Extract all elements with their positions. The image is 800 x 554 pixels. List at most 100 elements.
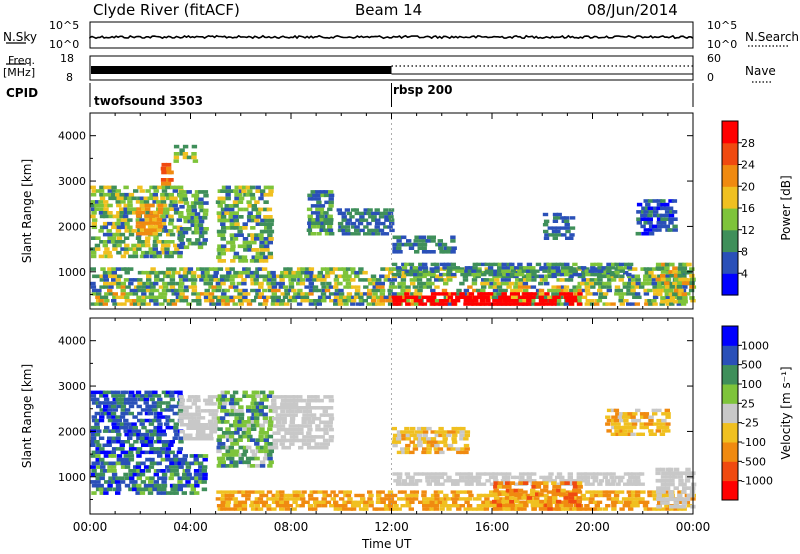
velocity-cell	[185, 469, 191, 473]
power-cell	[460, 269, 466, 273]
power-cell	[267, 251, 273, 256]
power-cell	[354, 270, 360, 275]
velocity-cell	[137, 411, 143, 416]
velocity-cell	[634, 493, 641, 498]
power-cell	[254, 218, 260, 223]
power-cell	[153, 281, 159, 286]
velocity-cell	[430, 437, 437, 441]
power-cell	[492, 292, 498, 296]
velocity-cell	[279, 497, 285, 501]
power-cell	[326, 281, 332, 286]
velocity-cell	[123, 472, 129, 477]
velocity-cell	[260, 390, 266, 395]
power-cell	[551, 288, 558, 293]
power-cell	[450, 235, 456, 240]
power-cell	[392, 246, 398, 250]
velocity-cell	[375, 507, 381, 511]
velocity-cell	[475, 507, 482, 511]
power-cell	[191, 270, 197, 275]
velocity-cell	[170, 469, 176, 473]
velocity-cell	[141, 443, 147, 447]
power-cell	[379, 302, 385, 306]
velocity-cell	[434, 450, 440, 455]
velocity-cell	[217, 405, 223, 409]
velocity-cell	[464, 482, 470, 486]
power-cell	[321, 278, 327, 282]
power-cell	[487, 292, 494, 296]
velocity-cell	[547, 507, 553, 511]
power-cell	[293, 292, 299, 296]
velocity-cell	[412, 497, 419, 501]
power-cell	[268, 222, 274, 226]
velocity-cell	[635, 479, 641, 483]
power-cell	[178, 278, 185, 282]
power-cell	[221, 185, 228, 190]
power-cell	[350, 299, 357, 303]
power-cell	[160, 200, 167, 204]
power-cell	[400, 274, 407, 279]
power-cell	[392, 302, 398, 306]
power-cell	[371, 288, 377, 293]
velocity-cell	[596, 507, 603, 511]
power-cell	[98, 189, 105, 193]
velocity-cell	[268, 409, 275, 413]
velocity-cell	[115, 415, 121, 419]
power-cell	[263, 200, 269, 204]
power-cell	[580, 266, 587, 270]
power-cell	[358, 295, 364, 299]
power-heatmap	[90, 144, 697, 306]
velocity-cell	[437, 500, 443, 504]
velocity-cell	[99, 491, 105, 495]
velocity-cell	[255, 394, 261, 398]
velocity-cell	[211, 416, 217, 420]
velocity-cell	[609, 482, 615, 486]
velocity-cell	[380, 500, 386, 504]
velocity-cell	[202, 476, 208, 481]
power-cell	[182, 278, 189, 282]
power-cell	[133, 288, 139, 293]
velocity-cell	[652, 412, 658, 416]
power-cell	[387, 211, 394, 216]
velocity-cell	[314, 442, 320, 446]
velocity-cell	[313, 504, 320, 508]
power-cell	[291, 299, 298, 303]
power-cell	[268, 274, 274, 279]
power-cell	[569, 216, 576, 220]
power-cell	[324, 288, 331, 293]
velocity-cell	[226, 490, 232, 494]
velocity-cell	[100, 461, 106, 466]
velocity-cell	[551, 492, 557, 497]
velocity-cell	[99, 457, 105, 462]
power-cell	[606, 269, 612, 273]
power-cell	[190, 274, 196, 279]
power-cell	[145, 302, 151, 306]
power-cell	[119, 211, 125, 215]
velocity-cell	[631, 425, 637, 430]
power-cell	[104, 292, 110, 296]
power-cell	[647, 281, 653, 286]
velocity-cell	[99, 408, 105, 412]
power-cell	[525, 302, 532, 306]
power-cell	[254, 259, 260, 263]
power-cell	[135, 221, 142, 225]
velocity-cell	[161, 443, 168, 447]
velocity-cell	[238, 405, 244, 409]
power-cell	[404, 295, 410, 299]
velocity-cell	[100, 411, 106, 416]
velocity-cell	[116, 454, 123, 458]
velocity-cell	[619, 429, 625, 433]
power-cell	[418, 239, 425, 243]
velocity-cell	[459, 504, 465, 508]
velocity-cell	[267, 445, 274, 450]
power-cell	[111, 192, 117, 197]
power-blob	[173, 144, 199, 163]
power-cell	[154, 278, 160, 282]
power-cell	[124, 221, 130, 226]
velocity-cell	[484, 472, 490, 476]
velocity-cell	[124, 483, 131, 488]
power-cell	[149, 281, 155, 286]
velocity-cell	[680, 504, 687, 509]
velocity-cell	[179, 423, 186, 427]
velocity-cell	[627, 472, 633, 476]
velocity-cell	[405, 437, 411, 441]
